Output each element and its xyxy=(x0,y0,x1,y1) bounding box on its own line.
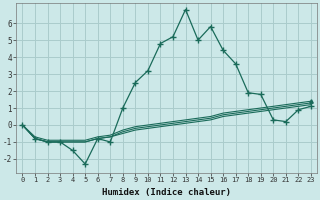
X-axis label: Humidex (Indice chaleur): Humidex (Indice chaleur) xyxy=(102,188,231,197)
